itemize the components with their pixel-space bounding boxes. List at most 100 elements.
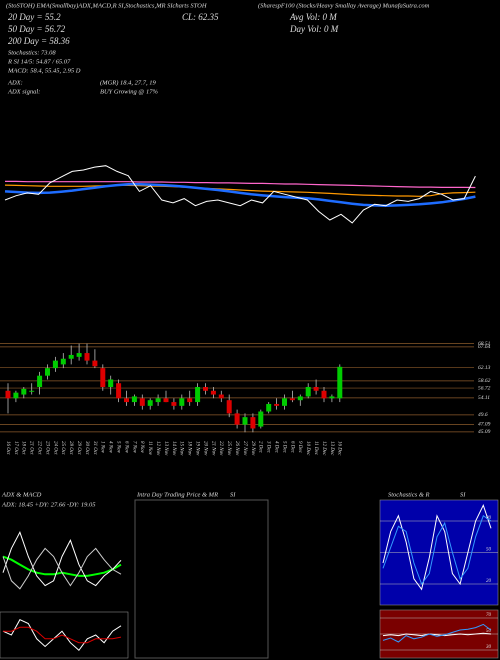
- moving-average-line: [4, 184, 476, 197]
- candle-body: [163, 398, 169, 403]
- header-text: 20 Day = 55.2: [8, 12, 61, 22]
- x-tick-label: 19 Nov: [194, 441, 199, 456]
- candle-body: [305, 387, 311, 397]
- candle-body: [282, 398, 287, 406]
- x-tick-label: 18 Nov: [187, 441, 192, 456]
- y-tick-label: 30: [486, 645, 492, 650]
- price-level-label: 62.13: [478, 365, 491, 371]
- candle-body: [84, 353, 90, 361]
- candle-body: [195, 387, 201, 403]
- candle-body: [116, 383, 122, 399]
- moving-average-line: [5, 180, 476, 189]
- candle-body: [321, 390, 327, 399]
- y-tick-label: 20: [486, 579, 492, 584]
- header-text: Day Vol: 0 M: [289, 24, 339, 34]
- x-tick-label: 10 Dec: [305, 441, 310, 456]
- indicator-line: [382, 632, 492, 637]
- y-tick-label: 50: [486, 629, 492, 634]
- x-tick-label: 21 Oct: [29, 441, 34, 455]
- price-level-label: 67.64: [478, 343, 491, 350]
- x-tick-label: 15 Nov: [179, 441, 184, 456]
- candle-body: [171, 402, 177, 406]
- candle-body: [92, 360, 98, 367]
- x-tick-label: 1 Nov: [100, 441, 105, 454]
- x-tick-label: 18 Oct: [21, 441, 26, 455]
- candle-body: [52, 360, 58, 369]
- price-level-label: 45.09: [478, 428, 491, 435]
- x-tick-label: 11 Nov: [147, 441, 152, 456]
- x-tick-label: 24 Oct: [52, 441, 57, 455]
- panel-title: ADX & MACD: [1, 491, 42, 498]
- candle-body: [234, 413, 240, 425]
- x-tick-label: 2 Dec: [258, 441, 263, 454]
- candle-body: [210, 390, 216, 395]
- y-tick-label: 80: [486, 516, 492, 521]
- candle-body: [68, 354, 74, 359]
- candle-body: [226, 400, 232, 414]
- candle-body: [250, 417, 256, 429]
- x-tick-label: 7 Nov: [131, 441, 136, 454]
- price-level-label: 58.62: [478, 378, 491, 384]
- candle-body: [274, 403, 280, 406]
- candle-body: [289, 398, 295, 401]
- y-tick-label: 50: [486, 548, 492, 553]
- indicator-line: [2, 531, 122, 587]
- candle-body: [131, 396, 137, 403]
- candle-body: [187, 398, 193, 403]
- header-text: 50 Day = 56.72: [8, 24, 66, 34]
- header-text: ADX signal:: [7, 88, 40, 95]
- x-tick-label: 8 Nov: [139, 441, 144, 454]
- x-tick-label: 31 Oct: [92, 441, 97, 455]
- x-tick-label: 14 Nov: [171, 441, 176, 456]
- header-text: MACD: 58.4, 55.45, 2.95 D: [7, 67, 81, 74]
- panel-background: [0, 611, 129, 659]
- price-level-label: 47.09: [478, 421, 491, 428]
- header-text: (StoSTOH) EMA(Smallbay)ADX,MACD,R SI,Sto…: [6, 2, 207, 9]
- x-tick-label: 12 Nov: [155, 441, 160, 456]
- x-tick-label: 5 Nov: [115, 441, 120, 454]
- candle-body: [139, 398, 145, 406]
- price-level-label: 54.11: [478, 394, 490, 401]
- candle-body: [5, 390, 11, 399]
- header-text: (SharespF100 (Stocks/Heavy Smallay Avera…: [258, 2, 430, 9]
- panel-title: SI: [460, 491, 466, 498]
- header: (StoSTOH) EMA(Smallbay)ADX,MACD,R SI,Sto…: [6, 2, 430, 95]
- candle-body: [155, 398, 161, 403]
- x-tick-label: 13 Nov: [163, 441, 168, 456]
- price-level-label: 49.6: [478, 411, 488, 418]
- price-level-label: 68.51: [478, 341, 491, 347]
- x-tick-label: 4 Dec: [273, 441, 278, 454]
- candle-body: [147, 400, 153, 406]
- x-tick-label: 6 Nov: [123, 441, 128, 454]
- y-tick-label: 70: [486, 613, 492, 618]
- header-text: ADX:: [7, 79, 23, 86]
- candle-body: [266, 403, 272, 412]
- indicator-line: [2, 547, 122, 590]
- x-tick-label: 30 Oct: [84, 441, 89, 455]
- x-tick-label: 12 Dec: [321, 441, 326, 456]
- indicator-line: [2, 619, 122, 652]
- close-line: [4, 165, 476, 224]
- x-tick-label: 29 Nov: [250, 441, 255, 456]
- header-text: CL: 62.35: [182, 12, 219, 22]
- candle-body: [218, 394, 224, 399]
- header-text: BUY Growing @ 17%: [100, 88, 159, 95]
- indicator-line: [382, 503, 492, 591]
- x-tick-label: 11 Dec: [313, 441, 318, 456]
- candle-body: [76, 353, 82, 357]
- panel-title: SI: [230, 491, 236, 498]
- candle-body: [313, 387, 319, 391]
- x-tick-label: 27 Nov: [242, 441, 247, 456]
- candle-body: [60, 358, 66, 365]
- candle-body: [297, 396, 303, 401]
- x-tick-label: 29 Oct: [76, 441, 81, 455]
- x-tick-label: 3 Dec: [266, 441, 271, 454]
- header-text: 200 Day = 58.36: [8, 36, 70, 46]
- candle-body: [13, 392, 19, 399]
- candle-body: [100, 368, 106, 387]
- candle-body: [242, 417, 248, 425]
- panel-subtitle: ADX: 18.45 +DY: 27.66 -DY: 19.05: [1, 501, 96, 508]
- x-tick-label: 16 Dec: [337, 441, 342, 456]
- x-tick-label: 22 Nov: [218, 441, 223, 456]
